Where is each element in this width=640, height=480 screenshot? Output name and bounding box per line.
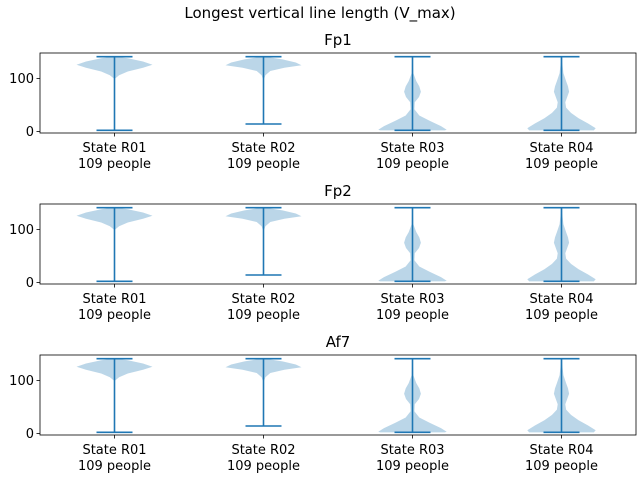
panel-title: Af7 (326, 333, 351, 351)
panel-frame (39, 354, 637, 436)
y-tick-label: 100 (9, 72, 34, 87)
y-tick-label: 0 (26, 125, 34, 140)
x-tick-label-state: State R02 (231, 141, 295, 156)
y-tick-label: 0 (26, 276, 34, 291)
x-tick-label-state: State R03 (380, 292, 444, 307)
y-tick-label: 0 (26, 427, 34, 442)
x-tick-label-people: 109 people (525, 308, 598, 323)
x-tick-label-people: 109 people (78, 308, 151, 323)
x-tick-label-state: State R02 (231, 443, 295, 458)
y-tick-label: 100 (9, 374, 34, 389)
x-tick-label-people: 109 people (525, 157, 598, 172)
panel-frame (39, 203, 637, 285)
panel-title: Fp2 (324, 182, 352, 200)
x-tick-label-state: State R04 (529, 292, 593, 307)
x-tick-label-people: 109 people (227, 157, 300, 172)
x-tick-label-people: 109 people (227, 308, 300, 323)
panel-title: Fp1 (324, 31, 352, 49)
x-tick-label-state: State R01 (82, 141, 146, 156)
x-tick-label-people: 109 people (227, 459, 300, 474)
x-tick-label-state: State R02 (231, 292, 295, 307)
x-tick-label-state: State R04 (529, 141, 593, 156)
x-tick-label-state: State R03 (380, 141, 444, 156)
x-tick-label-people: 109 people (78, 157, 151, 172)
x-tick-label-people: 109 people (376, 157, 449, 172)
x-tick-label-state: State R03 (380, 443, 444, 458)
figure-title: Longest vertical line length (V_max) (184, 4, 455, 23)
x-tick-label-state: State R04 (529, 443, 593, 458)
x-tick-label-state: State R01 (82, 443, 146, 458)
y-tick-label: 100 (9, 223, 34, 238)
x-tick-label-state: State R01 (82, 292, 146, 307)
x-tick-label-people: 109 people (376, 459, 449, 474)
x-tick-label-people: 109 people (376, 308, 449, 323)
panel-frame (39, 52, 637, 134)
x-tick-label-people: 109 people (78, 459, 151, 474)
x-tick-label-people: 109 people (525, 459, 598, 474)
